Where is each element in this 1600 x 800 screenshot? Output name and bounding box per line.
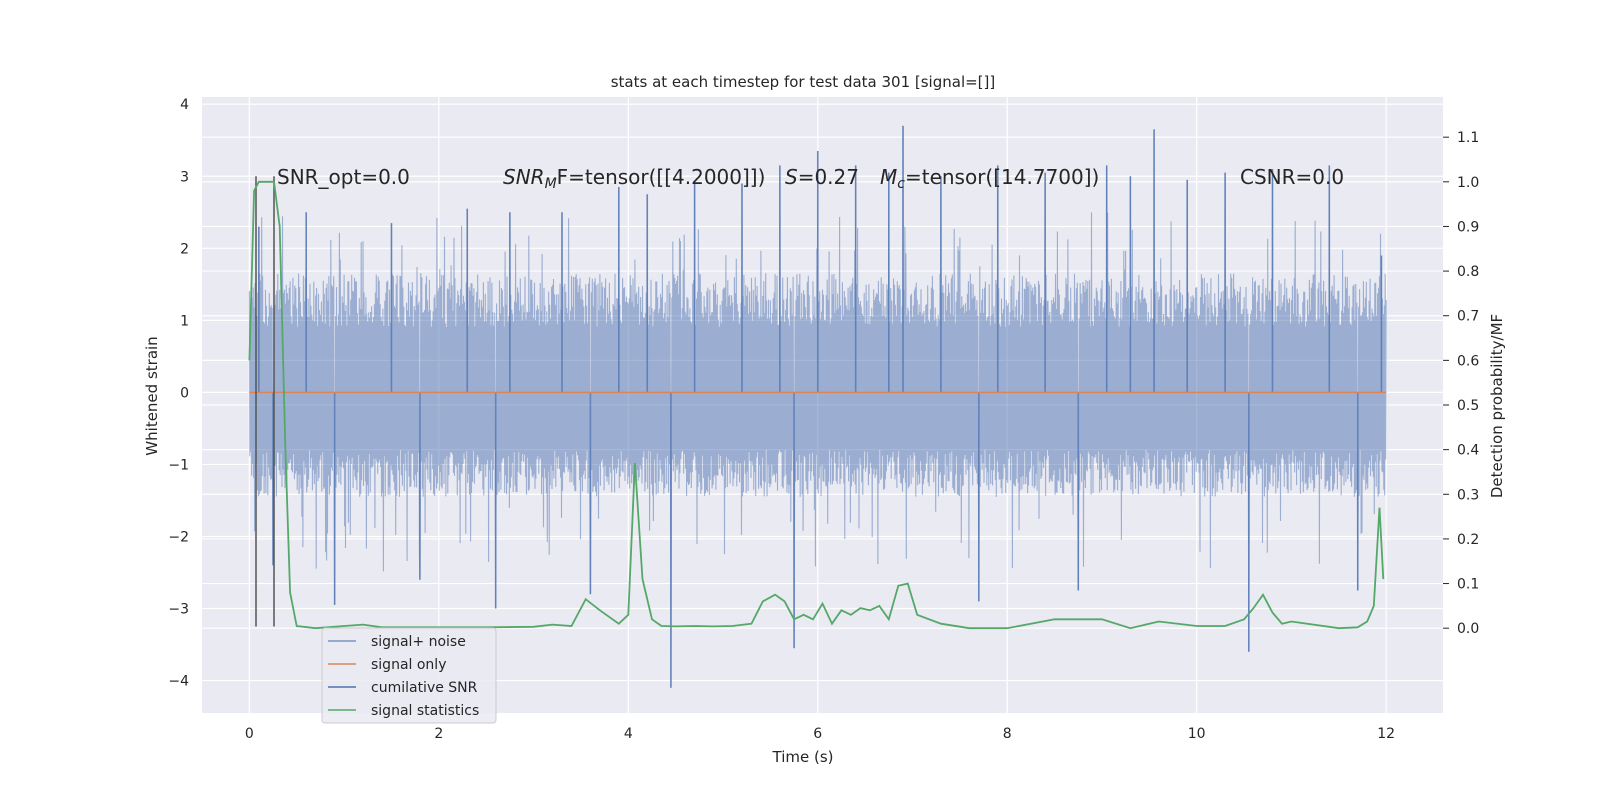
annotation-mc: Mc=tensor([14.7700]) [880,165,1099,192]
y-right-tick-label: 0.6 [1457,353,1479,369]
mc-value: =tensor([14.7700]) [905,165,1099,189]
annotation-s: S=0.27 [785,165,859,189]
snr-mf-suffix: F=tensor([[4.2000]]) [557,165,766,189]
legend-label-signal-only: signal only [371,657,446,673]
y-left-tick-label: −4 [168,674,189,690]
annotation-snr-opt: SNR_opt=0.0 [277,165,410,189]
y-right-axis-label: Detection probability/MF [1488,314,1506,498]
x-tick-label: 4 [624,726,633,742]
y-left-axis-ticks: 4 3 2 1 0 −1 −2 −3 −4 [168,97,189,689]
snr-mf-prefix: SNR [503,165,545,189]
y-right-tick-label: 0.9 [1457,219,1479,235]
y-left-tick-label: −1 [168,457,189,473]
y-right-tick-label: 0.2 [1457,532,1479,548]
y-left-tick-label: −2 [168,529,189,545]
series-signal-statistics [248,180,1385,630]
y-right-tick-label: 1.1 [1457,130,1479,146]
y-right-tick-label: 0.5 [1457,398,1479,414]
signal-plus-noise-line [248,125,1387,688]
x-tick-label: 2 [434,726,443,742]
y-right-tick-label: 0.3 [1457,487,1479,503]
y-left-tick-label: 4 [180,97,189,113]
x-tick-label: 10 [1188,726,1206,742]
y-right-tick-label: 0.0 [1457,621,1479,637]
y-right-tick-label: 1.0 [1457,175,1479,191]
y-right-tick-label: 0.8 [1457,264,1479,280]
legend-box [321,627,497,724]
mc-subscript: c [897,176,905,192]
x-tick-label: 0 [245,726,254,742]
y-left-tick-label: 2 [180,241,189,257]
series-signal-plus-noise [248,125,1387,688]
mc-label: M [880,165,897,189]
y-right-tick-label: 0.1 [1457,577,1479,593]
s-label: S [785,165,798,189]
legend: signal+ noise signal only cumilative SNR… [321,627,497,724]
y-left-tick-label: −3 [168,602,189,618]
y-left-axis-label: Whitened strain [143,336,161,455]
signal-statistics-line [248,180,1385,630]
x-tick-label: 6 [813,726,822,742]
y-left-tick-label: 3 [180,169,189,185]
x-tick-label: 8 [1003,726,1012,742]
annotations: SNR_opt=0.0 SNRMF=tensor([[4.2000]]) S=0… [277,165,1344,192]
x-axis-ticks: 0 2 4 6 8 10 12 [245,726,1395,742]
annotation-snr-mf: SNRMF=tensor([[4.2000]]) [503,165,765,192]
x-axis-label: Time (s) [772,748,834,766]
series-cumulative-snr [255,176,275,627]
legend-label-signal-plus-noise: signal+ noise [371,634,466,650]
snr-mf-subscript: M [545,176,557,192]
s-value: =0.27 [798,165,859,189]
y-right-tick-label: 0.4 [1457,443,1479,459]
y-right-axis-ticks: 1.1 1.0 0.9 0.8 0.7 0.6 0.5 0.4 0.3 0.2 0.1 0.0 [1443,130,1479,637]
y-right-tick-label: 0.7 [1457,309,1479,325]
legend-label-cumulative-snr: cumilative SNR [371,680,478,696]
y-left-tick-label: 1 [180,313,189,329]
chart-title: stats at each timestep for test data 301… [611,73,996,91]
y-left-tick-label: 0 [180,385,189,401]
legend-label-signal-statistics: signal statistics [371,703,479,719]
x-tick-label: 12 [1377,726,1395,742]
annotation-csnr: CSNR=0.0 [1240,165,1344,189]
